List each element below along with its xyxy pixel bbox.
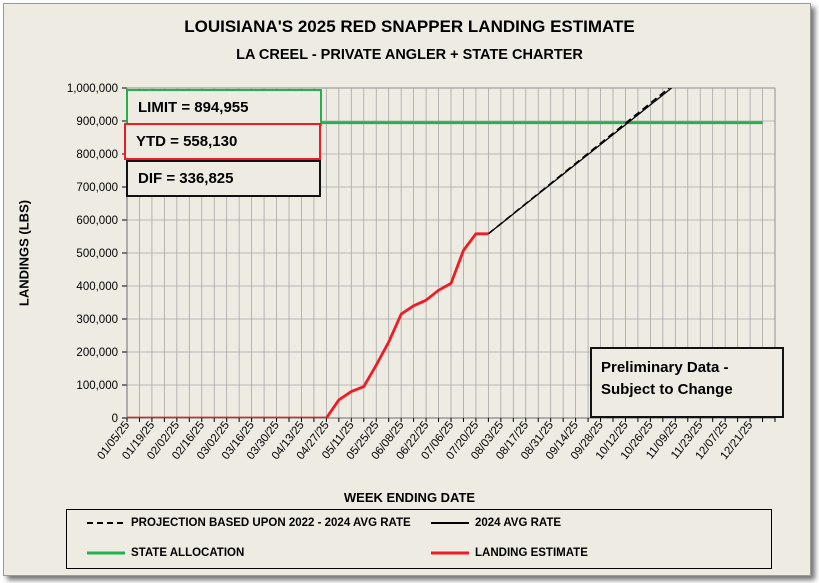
legend-label-allocation: STATE ALLOCATION (131, 547, 245, 559)
preliminary-note: Preliminary Data - Subject to Change (590, 347, 784, 418)
y-tick-label: 0 (112, 413, 118, 425)
note-line-2: Subject to Change (601, 381, 733, 398)
y-tick-label: 900,000 (76, 116, 118, 128)
legend-item-avg2024: 2024 AVG RATE (431, 517, 561, 529)
x-axis-label: WEEK ENDING DATE (343, 490, 476, 505)
legend-item-projection: PROJECTION BASED UPON 2022 - 2024 AVG RA… (87, 517, 411, 529)
legend-label-estimate: LANDING ESTIMATE (475, 547, 588, 559)
y-tick-label: 500,000 (76, 248, 118, 260)
y-tick-label: 600,000 (76, 215, 118, 227)
ytd-annotation: YTD = 558,130 (124, 123, 321, 160)
dif-annotation: DIF = 336,825 (126, 160, 321, 197)
legend: PROJECTION BASED UPON 2022 - 2024 AVG RA… (66, 509, 772, 569)
legend-item-estimate: LANDING ESTIMATE (431, 547, 588, 559)
y-tick-label: 300,000 (76, 314, 118, 326)
y-axis-label: LANDINGS (LBS) (16, 199, 32, 307)
legend-label-projection: PROJECTION BASED UPON 2022 - 2024 AVG RA… (131, 517, 411, 529)
y-tick-label: 800,000 (76, 149, 118, 161)
y-tick-label: 1,000,000 (67, 83, 118, 95)
legend-item-allocation: STATE ALLOCATION (87, 547, 244, 559)
y-tick-label: 100,000 (76, 380, 118, 392)
y-tick-label: 200,000 (76, 347, 118, 359)
series-line-landing-estimate (127, 232, 489, 418)
limit-annotation: LIMIT = 894,955 (126, 89, 322, 126)
y-tick-label: 700,000 (76, 182, 118, 194)
chart-title: LOUISIANA'S 2025 RED SNAPPER LANDING EST… (184, 17, 635, 36)
legend-swatch-dashed (87, 522, 125, 524)
legend-swatch-red (431, 551, 469, 555)
chart-subtitle: LA CREEL - PRIVATE ANGLER + STATE CHARTE… (236, 47, 583, 63)
note-line-1: Preliminary Data - (601, 359, 729, 376)
y-tick-label: 400,000 (76, 281, 118, 293)
legend-swatch-green (87, 551, 125, 555)
series-line-2024-avg-rate (487, 88, 673, 235)
legend-swatch-solid-black (431, 522, 469, 524)
legend-label-avg2024: 2024 AVG RATE (475, 517, 562, 529)
